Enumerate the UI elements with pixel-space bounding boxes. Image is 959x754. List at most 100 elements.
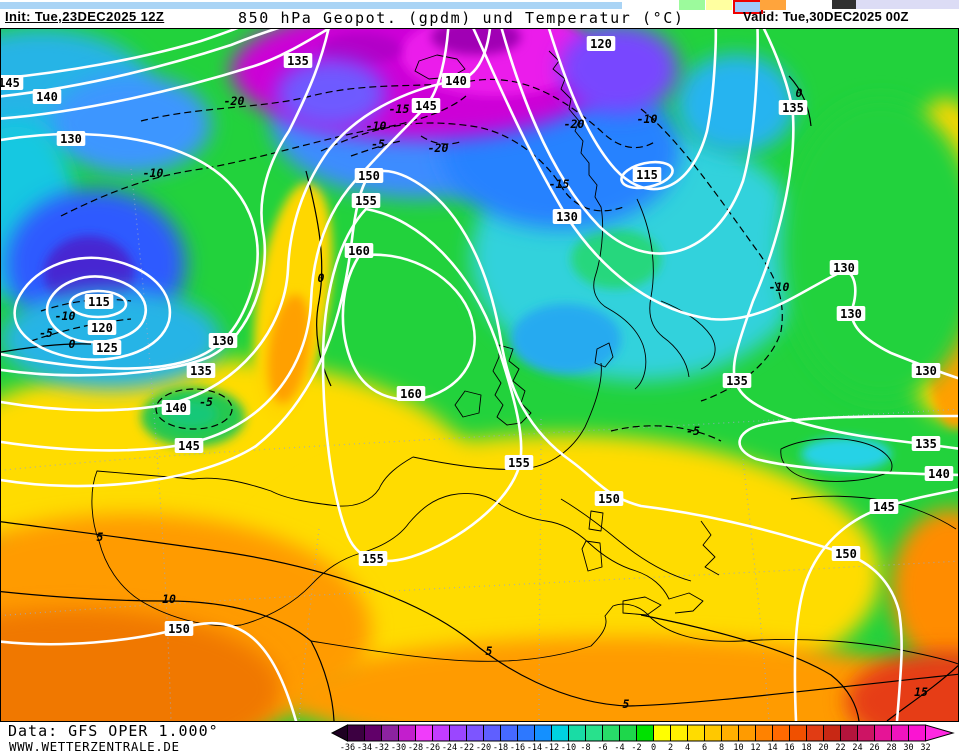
geopotential-label: 120 [87, 320, 117, 335]
geopotential-label: 130 [208, 333, 238, 348]
colorbar-tick-label: -16 [510, 743, 525, 751]
temperature-label-layer: -20-20-20-15-15-10-10 -10-10-10-5-5-5-500… [39, 86, 928, 711]
colorbar-cell [619, 724, 637, 742]
colorbar-cell [891, 724, 909, 742]
geopotential-label: 145 [0, 75, 24, 90]
svg-text:155: 155 [508, 456, 530, 470]
weather-map[interactable]: 145 140 135 130 115 120 125 130 135 140 145 150 150 1… [0, 3, 959, 754]
temperature-label: 10 [162, 592, 176, 606]
colorbar-tick-label: 16 [784, 743, 794, 751]
colorbar-tick-label: -6 [597, 743, 607, 751]
temperature-label: -10 [55, 309, 76, 323]
geopotential-label: 150 [831, 546, 861, 561]
svg-text:160: 160 [348, 244, 370, 258]
colorbar-cell [415, 724, 433, 742]
colorbar-tick-label: -20 [476, 743, 491, 751]
colorbar-tick-label: 8 [719, 743, 724, 751]
geopotential-label: 155 [504, 455, 534, 470]
colorbar-right-arrow [925, 724, 955, 742]
svg-text:145: 145 [1, 76, 20, 90]
geopotential-label: 140 [32, 89, 62, 104]
geopotential-label: 135 [186, 363, 216, 378]
init-time-label: Init: Tue,23DEC2025 12Z [5, 9, 165, 24]
temperature-label: -10 [143, 166, 164, 180]
colorbar-cell [806, 724, 824, 742]
colorbar-left-arrow [330, 724, 348, 742]
geopotential-label: 150 [354, 168, 384, 183]
temperature-label: 15 [914, 685, 928, 699]
geopotential-label: 130 [829, 260, 859, 275]
colorbar-tick-label: -34 [357, 743, 372, 751]
svg-text:135: 135 [190, 364, 212, 378]
colorbar-cell [517, 724, 535, 742]
geopotential-label: 130 [552, 209, 582, 224]
svg-text:125: 125 [96, 341, 118, 355]
svg-text:130: 130 [833, 261, 855, 275]
colorbar-cell [908, 724, 926, 742]
svg-text:140: 140 [928, 467, 950, 481]
colorbar-tick-label: -26 [425, 743, 440, 751]
colorbar-tick-label: 12 [750, 743, 760, 751]
geopotential-label: 130 [56, 131, 86, 146]
colorbar-cell [772, 724, 790, 742]
svg-text:135: 135 [782, 101, 804, 115]
colorbar-cell [789, 724, 807, 742]
colorbar-cell [534, 724, 552, 742]
colorbar-tick-label: 20 [818, 743, 828, 751]
geopotential-label: 135 [722, 373, 752, 388]
colorbar-cell [653, 724, 671, 742]
geopotential-label: 155 [351, 193, 381, 208]
colorbar-cell [704, 724, 722, 742]
svg-text:150: 150 [598, 492, 620, 506]
colorbar-cell [449, 724, 467, 742]
strip-square-yellow[interactable] [706, 0, 732, 10]
colorbar-cell [364, 724, 382, 742]
svg-text:150: 150 [168, 622, 190, 636]
geopotential-label: 145 [869, 499, 899, 514]
svg-text:130: 130 [556, 210, 578, 224]
temperature-label: -10 [769, 280, 790, 294]
geopotential-label: 115 [84, 294, 114, 309]
strip-square-orange[interactable] [760, 0, 786, 10]
colorbar-tick-label: 4 [685, 743, 690, 751]
temperature-label: -15 [549, 177, 570, 191]
temperature-label: 5 [623, 697, 630, 711]
colorbar-tick-label: 0 [651, 743, 656, 751]
colorbar-tick-label: 14 [767, 743, 777, 751]
colorbar-cell [347, 724, 365, 742]
colorbar-cell [551, 724, 569, 742]
strip-square-green[interactable] [679, 0, 705, 10]
svg-text:140: 140 [445, 74, 467, 88]
colorbar-cell [568, 724, 586, 742]
colorbar-tick-label: -32 [374, 743, 389, 751]
colorbar-tick-label: 2 [668, 743, 673, 751]
temperature-colorbar: -36 -34 -32 -30 -28 -26 -24 -22 -20 -18 -16 -14 -12-… [330, 724, 955, 751]
colorbar-tick-label: -2 [631, 743, 641, 751]
geopotential-label: 130 [836, 306, 866, 321]
svg-text:145: 145 [178, 439, 200, 453]
colorbar-tick-label: -30 [391, 743, 406, 751]
geopotential-label: 140 [161, 400, 191, 415]
svg-text:160: 160 [400, 387, 422, 401]
colorbar-tick-label: -10 [561, 743, 576, 751]
colorbar-tick-label: 22 [835, 743, 845, 751]
svg-text:120: 120 [91, 321, 113, 335]
colorbar-tick-labels: -36 -34 -32 -30 -28 -26 -24 -22 -20 -18 -16 -14 -12-… [340, 743, 931, 751]
temperature-field [0, 3, 959, 754]
svg-text:120: 120 [590, 37, 612, 51]
geopotential-label: 150 [164, 621, 194, 636]
geopotential-label: 120 [586, 36, 616, 51]
website-label[interactable]: WWW.WETTERZENTRALE.DE [9, 739, 180, 754]
svg-text:130: 130 [212, 334, 234, 348]
temperature-label: 5 [97, 530, 104, 544]
colorbar-cell [755, 724, 773, 742]
temperature-contours [0, 75, 959, 722]
colorbar-tick-label: -4 [614, 743, 624, 751]
temperature-label: -20 [428, 141, 449, 155]
svg-text:135: 135 [915, 437, 937, 451]
svg-text:130: 130 [915, 364, 937, 378]
colorbar-cell [432, 724, 450, 742]
temperature-label: 0 [318, 271, 325, 285]
colorbar-cell [874, 724, 892, 742]
